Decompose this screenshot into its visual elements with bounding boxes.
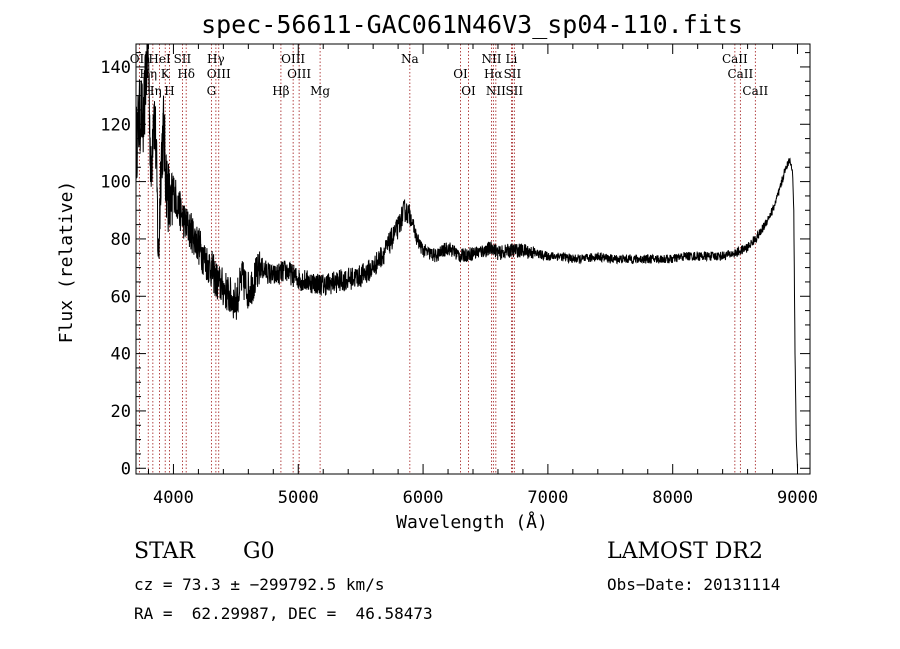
spectral-line-label: CaII bbox=[727, 67, 753, 81]
ra-dec-text: RA = 62.29987, DEC = 46.58473 bbox=[134, 604, 433, 623]
y-tick-label: 20 bbox=[111, 402, 131, 422]
redshift-text: cz = 73.3 ± −299792.5 km/s bbox=[134, 575, 385, 594]
spectral-line-label: CaII bbox=[722, 52, 748, 66]
spectral-line-label: OII bbox=[130, 52, 150, 66]
x-axis-label: Wavelength (Å) bbox=[396, 511, 548, 533]
spectral-line-label: Li bbox=[506, 52, 518, 66]
axis-ticks: 4000 5000 6000 7000 8000 9000 0 20 40 60 80 100 120 1… bbox=[100, 44, 818, 508]
spectral-line-label: OIII bbox=[207, 67, 231, 81]
spectral-line-label: OIII bbox=[281, 52, 305, 66]
spectral-line-label: Hα bbox=[484, 67, 503, 81]
y-axis-label: Flux (relative) bbox=[56, 181, 77, 344]
y-tick-label: 100 bbox=[100, 173, 131, 193]
x-tick-label: 8000 bbox=[652, 488, 693, 508]
spectrum-series-line bbox=[135, 43, 798, 469]
spectral-line-label: Hη bbox=[144, 84, 162, 98]
spectral-line-label: SII bbox=[504, 67, 522, 81]
spectral-line-label: SII bbox=[174, 52, 192, 66]
obs-date-text: Obs−Date: 20131114 bbox=[607, 575, 781, 594]
object-class: STAR bbox=[134, 539, 195, 564]
x-tick-label: 6000 bbox=[403, 488, 444, 508]
spectral-line-labels: OIIHηHηHeIKHSIIHδGHγOIIIHβOIIIOIIIMgNaOI… bbox=[130, 52, 769, 98]
spectral-line-label: NII bbox=[486, 84, 506, 98]
x-tick-label: 7000 bbox=[527, 488, 568, 508]
y-tick-label: 40 bbox=[111, 345, 131, 365]
spectral-line-label: OI bbox=[453, 67, 468, 81]
y-tick-label: 0 bbox=[121, 459, 131, 479]
object-subclass: G0 bbox=[243, 539, 275, 564]
y-tick-label: 60 bbox=[111, 287, 131, 307]
y-tick-label: 80 bbox=[111, 230, 131, 250]
x-tick-label: 9000 bbox=[777, 488, 818, 508]
chart-title: spec-56611-GAC061N46V3_sp04-110.fits bbox=[201, 10, 743, 39]
spectral-line-label: Hδ bbox=[177, 67, 195, 81]
spectral-line-label: Na bbox=[401, 52, 419, 66]
spectral-line-label: HeI bbox=[148, 52, 171, 66]
spectral-line-label: K bbox=[161, 67, 171, 81]
spectral-line-label: H bbox=[164, 84, 174, 98]
x-tick-label: 4000 bbox=[153, 488, 194, 508]
spectral-line-label: SII bbox=[505, 84, 523, 98]
y-tick-label: 140 bbox=[100, 58, 131, 78]
spectral-line-label: OIII bbox=[287, 67, 311, 81]
spectral-line-label: Hβ bbox=[272, 84, 289, 98]
spectral-line-label: CaII bbox=[742, 84, 768, 98]
spectral-line-label: OI bbox=[461, 84, 476, 98]
spectral-line-label: NII bbox=[481, 52, 501, 66]
spectral-line-label: Hη bbox=[139, 67, 157, 81]
spectral-line-label: Hγ bbox=[207, 52, 225, 66]
y-tick-label: 120 bbox=[100, 115, 131, 135]
spectral-line-label: G bbox=[207, 84, 217, 98]
spectral-line-label: Mg bbox=[310, 84, 330, 98]
x-tick-label: 5000 bbox=[278, 488, 319, 508]
survey-name: LAMOST DR2 bbox=[607, 539, 763, 564]
